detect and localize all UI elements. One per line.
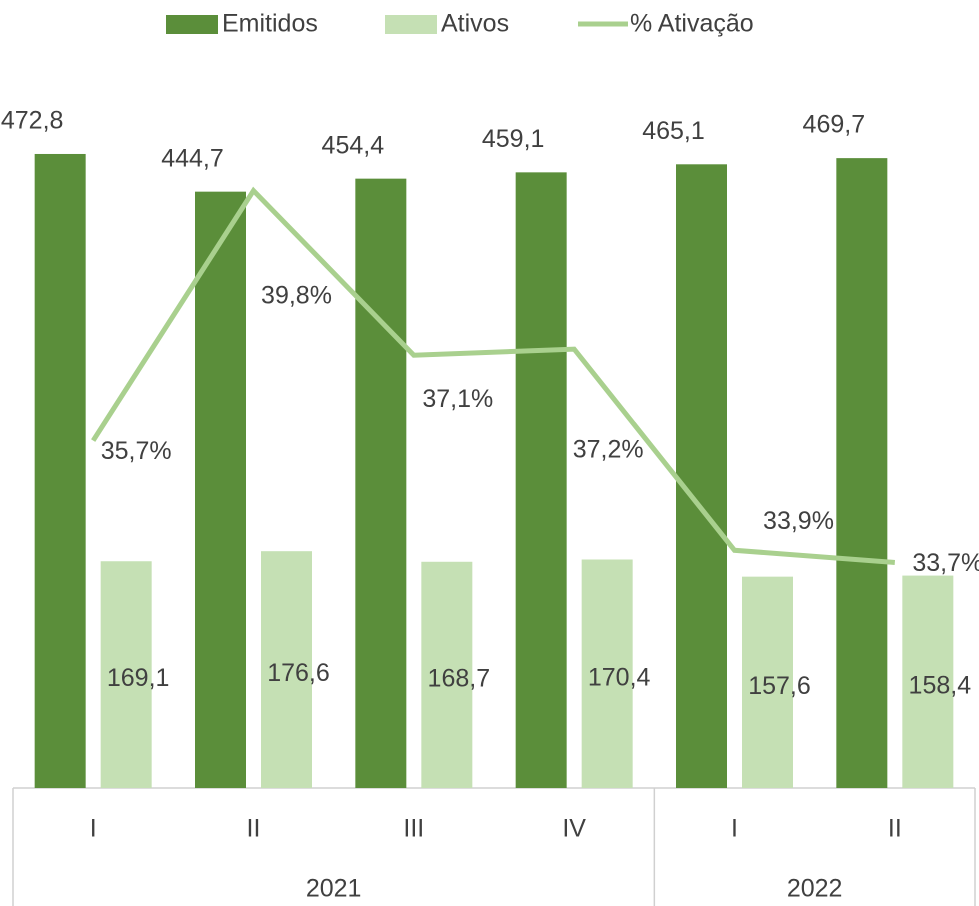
value-label: 169,1 — [107, 664, 170, 692]
bar — [836, 158, 888, 788]
value-label: 168,7 — [428, 664, 491, 692]
bar — [742, 576, 793, 788]
bar — [902, 575, 954, 788]
x-tick-label: II — [888, 815, 902, 843]
value-label: 158,4 — [909, 671, 972, 699]
value-label: 170,4 — [588, 663, 651, 691]
group-label: 2022 — [787, 875, 843, 903]
line-value-label: 33,7% — [912, 549, 979, 577]
x-tick-label: I — [731, 815, 738, 843]
line-series — [91, 186, 896, 565]
bar — [581, 559, 633, 788]
x-tick-label: I — [90, 815, 97, 843]
x-tick-label: II — [247, 815, 261, 843]
value-label: 465,1 — [642, 117, 705, 145]
bar — [355, 178, 407, 788]
legend-swatch — [385, 15, 437, 34]
line-value-label: 39,8% — [261, 281, 332, 309]
bar — [100, 561, 152, 788]
value-label: 472,8 — [1, 107, 64, 135]
bar — [34, 153, 86, 788]
x-tick-label: III — [403, 815, 424, 843]
bar — [515, 172, 567, 788]
line-value-label: 35,7% — [101, 437, 172, 465]
legend-label: Emitidos — [222, 10, 318, 38]
line-value-label: 33,9% — [763, 507, 834, 535]
x-tick-label: IV — [562, 815, 586, 843]
bar — [676, 164, 727, 788]
group-label: 2021 — [306, 875, 362, 903]
value-label: 444,7 — [161, 144, 224, 172]
bar — [421, 561, 473, 788]
legend-swatch — [166, 15, 218, 34]
legend-label: % Ativação — [630, 10, 754, 38]
value-label: 469,7 — [803, 111, 866, 139]
value-label: 459,1 — [482, 125, 545, 153]
line-value-label: 37,1% — [422, 385, 493, 413]
bar — [195, 191, 246, 789]
bar — [261, 551, 312, 788]
legend-label: Ativos — [441, 10, 509, 38]
line-value-label: 37,2% — [573, 436, 644, 464]
value-label: 176,6 — [267, 659, 330, 687]
value-label: 157,6 — [748, 672, 811, 700]
value-label: 454,4 — [322, 131, 385, 159]
